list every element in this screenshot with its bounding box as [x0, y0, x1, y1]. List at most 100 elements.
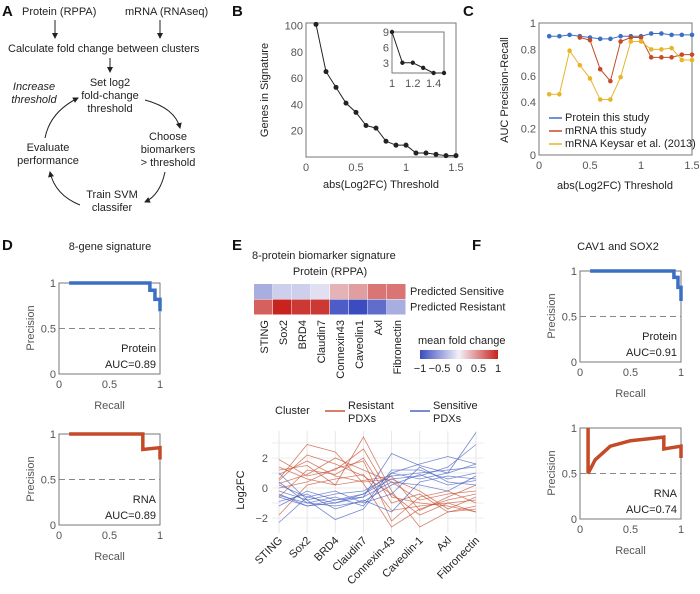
e-profile-line [278, 457, 477, 513]
e-colorbar-tick: −0.5 [429, 363, 451, 375]
panel-label-e: E [232, 237, 242, 254]
e-profile-line [278, 466, 477, 504]
c-point [567, 32, 572, 38]
e-profile-line [278, 466, 477, 511]
c-point [557, 91, 562, 97]
c-point [587, 76, 593, 81]
e-profile-line [278, 436, 477, 528]
d-xlabel: Recall [94, 551, 125, 563]
c-xlabel: abs(Log2FC) Threshold [557, 180, 673, 192]
f-curve-label: Protein [642, 331, 677, 343]
c-point [618, 33, 623, 39]
e-col-label: Axl [373, 320, 385, 335]
choose-step-2: biomarkers [141, 144, 196, 156]
e-profile-line [278, 474, 477, 507]
chart-parallel-coordinates: STING Sox2BRD4Claudin7Connexin-43Caveolin… [235, 400, 484, 587]
panel-label-a: A [2, 3, 13, 20]
d-0-y-tick: 0 [50, 369, 56, 381]
e-profile-line [278, 475, 477, 507]
d-pr-curve [69, 432, 162, 460]
c-point [638, 39, 644, 44]
e-legend-label: Resistant [348, 400, 394, 412]
b-point [423, 150, 429, 156]
b-x-tick: 0.5 [348, 162, 363, 174]
d-1-x-tick: 0 [56, 530, 62, 542]
f-0-y-tick: 1 [571, 266, 577, 278]
b-inset-line [391, 31, 444, 74]
f-curve-label: RNA [654, 488, 678, 500]
c-point [587, 37, 593, 43]
c-point [659, 55, 664, 60]
b-x-tick: 1 [403, 162, 409, 174]
e-row-label: Predicted Resistant [410, 302, 505, 314]
d-curve-label: RNA [133, 494, 157, 506]
d-0-x-tick: 0.5 [102, 379, 117, 391]
d-auc: AUC=0.89 [105, 359, 156, 371]
d-1-x-tick: 1 [157, 530, 163, 542]
e-profile-line [278, 454, 477, 516]
c-series-line [579, 37, 692, 83]
c-point [597, 36, 603, 42]
b-point [353, 109, 359, 115]
c-y-tick: 0 [530, 150, 536, 162]
b-inset-point [389, 29, 395, 35]
b-point [323, 69, 329, 75]
c-point [669, 32, 674, 38]
e-heat-cell [273, 284, 292, 299]
f-xlabel: Recall [615, 388, 646, 400]
b-inset-point [400, 60, 405, 65]
chart-genes-vs-threshold: 0 0.5 1 1.5 20 40 60 80 100 abs(Log2FC) Threshold… [259, 21, 464, 191]
f-1-y-tick: 0.5 [562, 469, 577, 481]
e-colorbar [420, 350, 498, 359]
e-heat-cell [349, 299, 368, 315]
f-auc: AUC=0.74 [626, 504, 677, 516]
d-xlabel: Recall [94, 400, 125, 412]
e-profile-line [278, 469, 477, 507]
c-point [577, 35, 583, 40]
c-y-tick: 1 [530, 18, 536, 30]
set-step-3: threshold [87, 103, 132, 115]
f-0-y-tick: 0 [571, 357, 577, 369]
b-inset-point [431, 70, 436, 76]
d-0-x-tick: 1 [157, 379, 163, 391]
e-subtitle: Protein (RPPA) [293, 266, 367, 278]
c-ylabel: AUC Precision-Recall [499, 37, 511, 143]
b-point [393, 142, 399, 148]
c-point [546, 33, 552, 39]
e-profile-line [278, 475, 477, 513]
c-legend-label: mRNA Keysar et al. (2013) [565, 138, 696, 150]
c-x-tick: 1 [638, 160, 644, 172]
b-x-tick: 1.5 [448, 162, 463, 174]
f-pr-curve [586, 428, 683, 475]
c-point [608, 97, 613, 102]
d-ylabel: Precision [25, 456, 37, 501]
e-profile-line [278, 457, 477, 501]
c-point [679, 32, 685, 38]
increase-label-1: Increase [13, 81, 55, 93]
b-point [383, 138, 389, 144]
c-point [628, 39, 634, 44]
e-y-tick: 0 [262, 483, 268, 495]
eval-step-1: Evaluate [27, 142, 70, 154]
e-heat-cell [330, 299, 349, 315]
f-0-x-tick: 1 [678, 367, 684, 379]
f-1-x-tick: 0.5 [623, 524, 638, 536]
d-1-x-tick: 0.5 [102, 530, 117, 542]
e-y-tick: −2 [255, 513, 268, 525]
f-1-y-tick: 0 [571, 514, 577, 526]
d-1-y-tick: 0.5 [41, 475, 56, 487]
e-profile-line [278, 463, 477, 507]
e-legend-label-2: PDXs [433, 413, 462, 425]
c-point [618, 39, 623, 44]
d-0-y-tick: 1 [50, 278, 56, 290]
c-point [659, 31, 664, 36]
c-point [648, 55, 654, 60]
d-title: 8-gene signature [69, 241, 152, 253]
e-legend-label-2: PDXs [348, 413, 377, 425]
b-inset-x-tick: 1.2 [405, 78, 420, 90]
c-y-tick: 0.2 [521, 124, 536, 136]
c-point [679, 52, 685, 57]
e-colorbar-tick: 0.5 [471, 363, 486, 375]
d-1-y-tick: 1 [50, 429, 56, 441]
e-heat-cell [254, 299, 273, 315]
